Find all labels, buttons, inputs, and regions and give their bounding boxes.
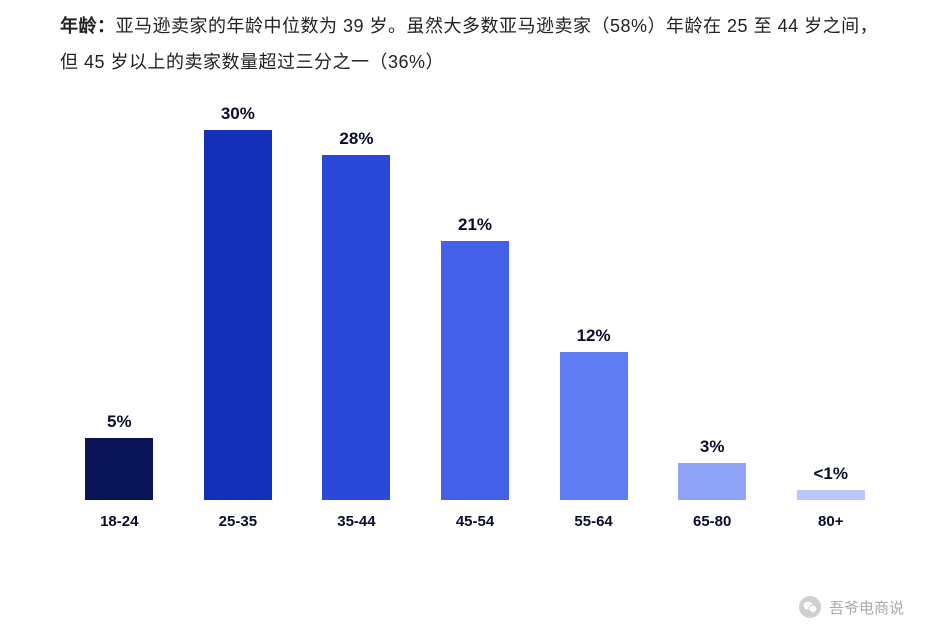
- bar-column: 28%35-44: [297, 129, 416, 500]
- bar-category-label: 80+: [818, 513, 843, 530]
- bar-value-label: 30%: [221, 104, 255, 124]
- bar-category-label: 18-24: [100, 513, 138, 530]
- bar-column: <1%80+: [771, 464, 890, 500]
- bar-category-label: 25-35: [219, 513, 257, 530]
- bar-value-label: 5%: [107, 412, 132, 432]
- bar-column: 5%18-24: [60, 412, 179, 500]
- bar: [85, 438, 153, 500]
- bar-value-label: <1%: [814, 464, 849, 484]
- bar: [204, 130, 272, 500]
- bar: [797, 490, 865, 500]
- description-text: 亚马逊卖家的年龄中位数为 39 岁。虽然大多数亚马逊卖家（58%）年龄在 25 …: [60, 16, 878, 72]
- description-label: 年龄：: [60, 16, 116, 36]
- bar-category-label: 35-44: [337, 513, 375, 530]
- bar-category-label: 55-64: [574, 513, 612, 530]
- bar-column: 3%65-80: [653, 437, 772, 500]
- bar-value-label: 28%: [339, 129, 373, 149]
- bar: [678, 463, 746, 500]
- description-paragraph: 年龄：亚马逊卖家的年龄中位数为 39 岁。虽然大多数亚马逊卖家（58%）年龄在 …: [0, 0, 944, 80]
- bar-category-label: 45-54: [456, 513, 494, 530]
- age-bar-chart: 5%18-2430%25-3528%35-4421%45-5412%55-643…: [60, 120, 890, 580]
- watermark-text: 吾爷电商说: [829, 597, 904, 618]
- bar-category-label: 65-80: [693, 513, 731, 530]
- bar: [560, 352, 628, 500]
- watermark: 吾爷电商说: [799, 596, 904, 618]
- bar: [322, 155, 390, 500]
- bar: [441, 241, 509, 500]
- bar-value-label: 12%: [577, 326, 611, 346]
- bar-value-label: 21%: [458, 215, 492, 235]
- bar-column: 21%45-54: [416, 215, 535, 500]
- bar-column: 30%25-35: [179, 104, 298, 500]
- bar-column: 12%55-64: [534, 326, 653, 500]
- bar-value-label: 3%: [700, 437, 725, 457]
- wechat-icon: [799, 596, 821, 618]
